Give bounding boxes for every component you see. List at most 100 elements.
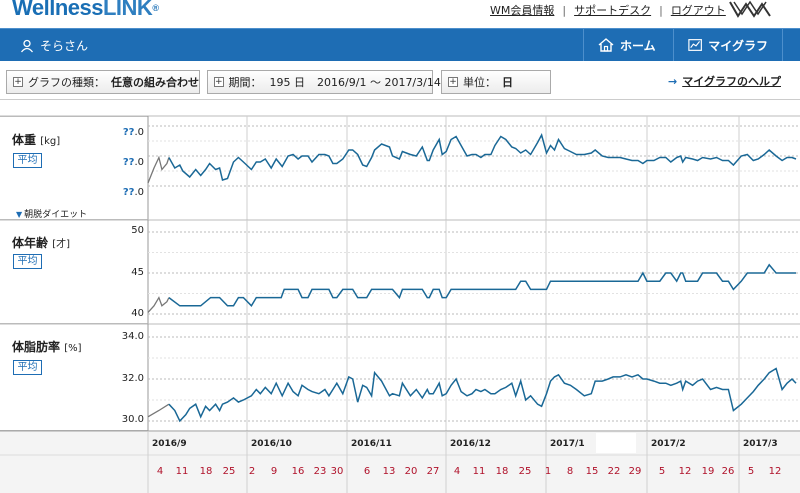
brand-mark-icon: [729, 0, 771, 18]
link-divider: |: [659, 4, 663, 17]
bodyfat-ytick-32: 32.0: [121, 373, 144, 384]
logo-accent: LINK: [102, 0, 153, 20]
user-icon: [20, 39, 34, 52]
mygraph-button[interactable]: マイグラフ: [673, 29, 783, 61]
day-label: 11: [176, 466, 189, 477]
day-label: 9: [271, 466, 277, 477]
period-selector[interactable]: + 期間： 195 日 2016/9/1 ～ 2017/3/14: [207, 70, 441, 94]
member-info-link[interactable]: WM会員情報: [490, 4, 555, 17]
expand-icon: +: [448, 77, 458, 87]
home-button[interactable]: ホーム: [583, 29, 673, 61]
chart-icon: [688, 39, 702, 51]
day-label: 19: [702, 466, 715, 477]
day-label: 18: [496, 466, 509, 477]
day-label: 2: [249, 466, 255, 477]
weight-average-button[interactable]: 平均: [13, 153, 42, 168]
day-label: 13: [383, 466, 396, 477]
day-label: 30: [331, 466, 344, 477]
weight-ytick-bottom: ??.0: [104, 187, 144, 198]
bodyage-ytick-45: 45: [131, 267, 144, 278]
graph-type-selector[interactable]: + グラフの種類： 任意の組み合わせ: [6, 70, 200, 94]
x-axis-band: [0, 432, 800, 493]
month-label: 2016/11: [351, 439, 392, 449]
logo-main: Wellness: [12, 0, 103, 20]
month-label: 2017/1: [550, 439, 585, 449]
month-label: 2017/2: [651, 439, 686, 449]
trend-line-before-plan: [147, 155, 170, 184]
unit-label: 単位：: [463, 76, 496, 89]
logo-reg: ®: [152, 3, 159, 13]
expand-icon: +: [13, 77, 23, 87]
help-link-container: → マイグラフのヘルプ: [668, 73, 781, 89]
month-label: 2016/10: [251, 439, 292, 449]
month-label: 2016/9: [152, 439, 187, 449]
divider: [0, 99, 800, 100]
user-menu[interactable]: そらさん: [20, 37, 88, 54]
weight-ytick-value: .0: [134, 157, 144, 168]
mygraph-label: マイグラフ: [708, 38, 768, 53]
logo[interactable]: WellnessLINK®: [12, 0, 159, 21]
day-label: 6: [364, 466, 370, 477]
bodyfat-average-button[interactable]: 平均: [13, 360, 42, 375]
expand-icon: +: [214, 77, 224, 87]
graph-settings-bar: + グラフの種類： 任意の組み合わせ + 期間： 195 日 2016/9/1 …: [0, 66, 800, 98]
trend-line-before-plan: [147, 296, 170, 313]
home-label: ホーム: [620, 38, 656, 53]
day-label: 20: [405, 466, 418, 477]
bodyage-ytick-40: 40: [131, 308, 144, 319]
day-label: 25: [519, 466, 532, 477]
weight-ytick-prefix: ??: [122, 187, 135, 198]
trend-line-before-plan: [147, 403, 170, 418]
bodyage-ytick-50: 50: [131, 225, 144, 236]
main-nav: そらさん ホーム マイグラフ: [0, 28, 800, 61]
trend-line-plan: [168, 132, 797, 181]
bodyfat-metric: 体脂肪率: [12, 340, 61, 354]
day-label: 27: [427, 466, 440, 477]
day-label: 4: [454, 466, 460, 477]
weight-unit: [kg]: [40, 136, 61, 147]
day-label: 12: [679, 466, 692, 477]
diet-plan-dropdown[interactable]: ▼ 朝脱ダイエット: [16, 207, 87, 220]
day-label: 25: [223, 466, 236, 477]
day-label: 16: [292, 466, 305, 477]
top-bar: WellnessLINK® WM会員情報 | サポートデスク | ログアウト: [0, 0, 800, 26]
trend-line-plan: [168, 367, 797, 423]
logout-link[interactable]: ログアウト: [670, 4, 726, 17]
day-label: 5: [659, 466, 665, 477]
trend-line-plan: [168, 263, 796, 308]
bodyfat-title: 体脂肪率 [%]: [12, 338, 82, 355]
bodyage-metric: 体年齢: [12, 236, 49, 250]
day-label: 26: [722, 466, 735, 477]
bodyfat-label-panel: 体脂肪率 [%] 平均 34.0 32.0 30.0: [0, 324, 148, 431]
day-label: 22: [608, 466, 621, 477]
day-label: 29: [629, 466, 642, 477]
weight-ytick-top: ??.0: [104, 127, 144, 138]
month-label: 2016/12: [450, 439, 491, 449]
day-label: 8: [567, 466, 573, 477]
day-label: 5: [748, 466, 754, 477]
day-label: 4: [157, 466, 163, 477]
user-name: そらさん: [40, 39, 89, 53]
account-links: WM会員情報 | サポートデスク | ログアウト: [490, 2, 726, 18]
diet-plan-label: 朝脱ダイエット: [24, 210, 88, 220]
period-label: 期間：: [228, 76, 262, 89]
weight-ytick-prefix: ??: [122, 157, 135, 168]
weight-ytick-value: .0: [134, 127, 144, 138]
home-icon: [598, 38, 614, 52]
weight-ytick-prefix: ??: [122, 127, 135, 138]
day-label: 18: [200, 466, 213, 477]
bodyfat-ytick-30: 30.0: [121, 414, 144, 425]
bodyage-unit: [才]: [52, 239, 71, 250]
period-days: 195 日: [269, 76, 306, 89]
bodyage-average-button[interactable]: 平均: [13, 254, 42, 269]
weight-metric: 体重: [12, 133, 37, 147]
support-desk-link[interactable]: サポートデスク: [574, 4, 652, 17]
link-divider: |: [562, 4, 567, 17]
mygraph-help-link[interactable]: マイグラフのヘルプ: [682, 75, 781, 88]
unit-selector[interactable]: + 単位： 日: [441, 70, 551, 94]
unit-value: 日: [502, 76, 513, 89]
day-label: 15: [586, 466, 599, 477]
period-range: 2016/9/1 ～ 2017/3/14: [317, 76, 441, 89]
bodyage-title: 体年齢 [才]: [12, 234, 70, 251]
